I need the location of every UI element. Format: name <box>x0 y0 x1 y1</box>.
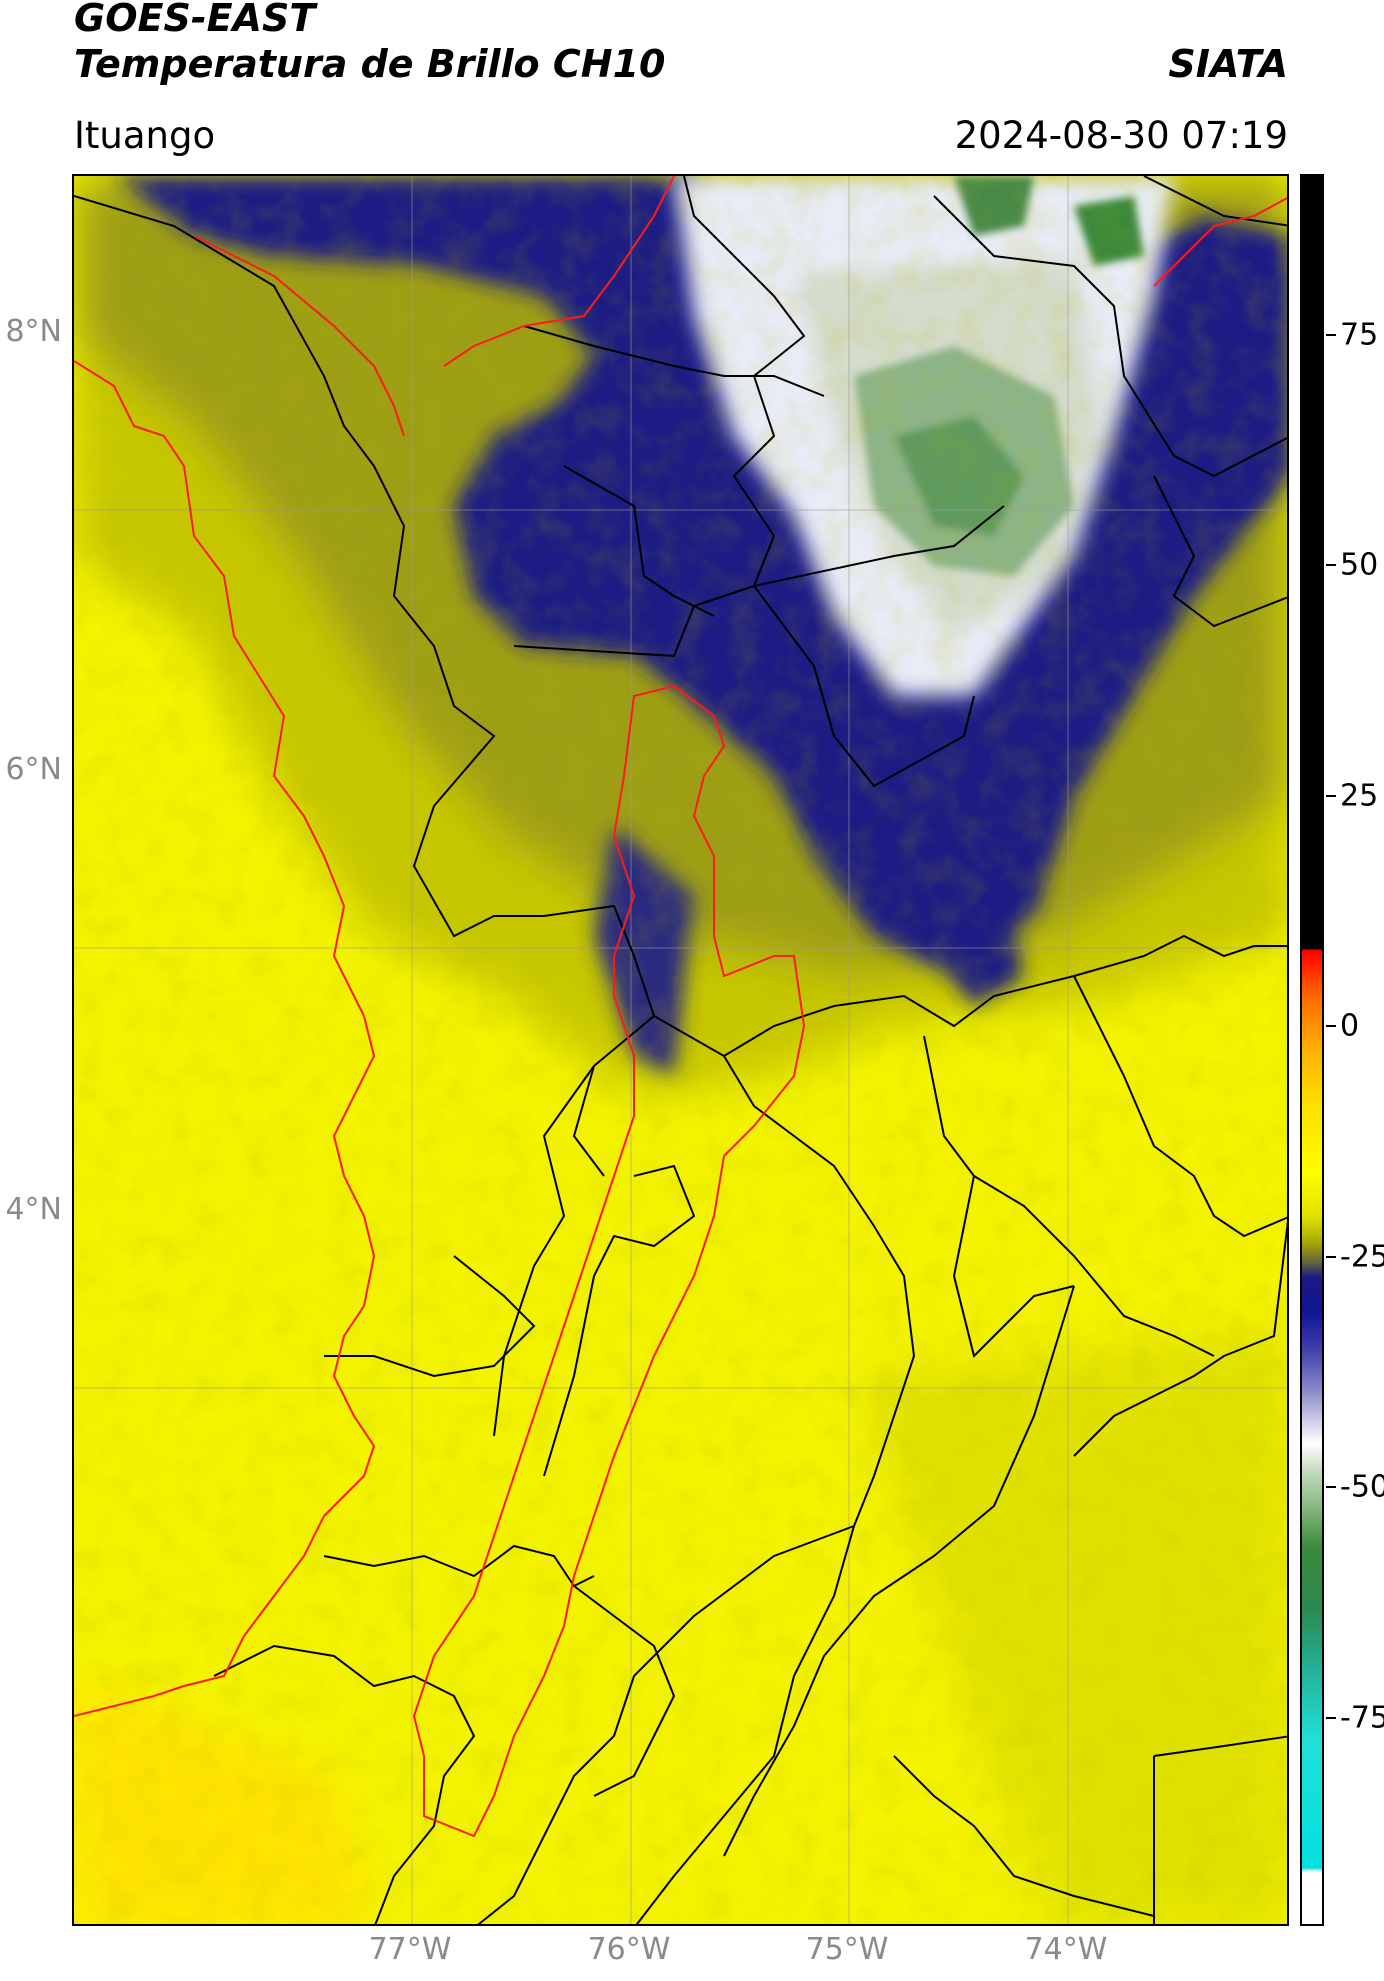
colorbar-label-75: 75 <box>1340 317 1379 353</box>
colorbar <box>1300 174 1324 1926</box>
graticule <box>74 176 1287 1924</box>
datetime-label: 2024-08-30 07:19 <box>954 114 1288 157</box>
colorbar-label-minus-50: -50 <box>1340 1469 1384 1505</box>
colorbar-label-minus-25: -25 <box>1340 1239 1384 1275</box>
red-boundaries <box>74 176 1287 1838</box>
colorbar-label-50: 50 <box>1340 547 1379 583</box>
colorbar-label-0: 0 <box>1340 1008 1360 1044</box>
title-line-1: GOES-EAST <box>74 0 316 40</box>
brand-label: SIATA <box>1168 42 1288 86</box>
map-canvas <box>74 176 1287 1924</box>
colorbar-tick <box>1326 795 1336 797</box>
colorbar-tick <box>1326 564 1336 566</box>
texture <box>74 176 1287 1924</box>
lon-label-76w: 76°W <box>587 1932 671 1967</box>
location-label: Ituango <box>74 114 216 157</box>
colorbar-tick <box>1326 1486 1336 1488</box>
satellite-map[interactable] <box>72 174 1289 1926</box>
lat-label-8n: 8°N <box>5 314 62 349</box>
lat-label-6n: 6°N <box>5 752 62 787</box>
colorbar-tick <box>1326 1717 1336 1719</box>
lon-label-74w: 74°W <box>1024 1932 1108 1967</box>
colorbar-tick <box>1326 1025 1336 1027</box>
admin-boundaries <box>74 176 1287 1924</box>
title-line-2: Temperatura de Brillo CH10 <box>74 42 666 86</box>
lon-label-77w: 77°W <box>368 1932 452 1967</box>
colorbar-label-25: 25 <box>1340 778 1379 814</box>
colorbar-tick <box>1326 1256 1336 1258</box>
lat-label-4n: 4°N <box>5 1192 62 1227</box>
colorbar-tick <box>1326 334 1336 336</box>
colorbar-label-minus-75: -75 <box>1340 1700 1384 1736</box>
lon-label-75w: 75°W <box>805 1932 889 1967</box>
